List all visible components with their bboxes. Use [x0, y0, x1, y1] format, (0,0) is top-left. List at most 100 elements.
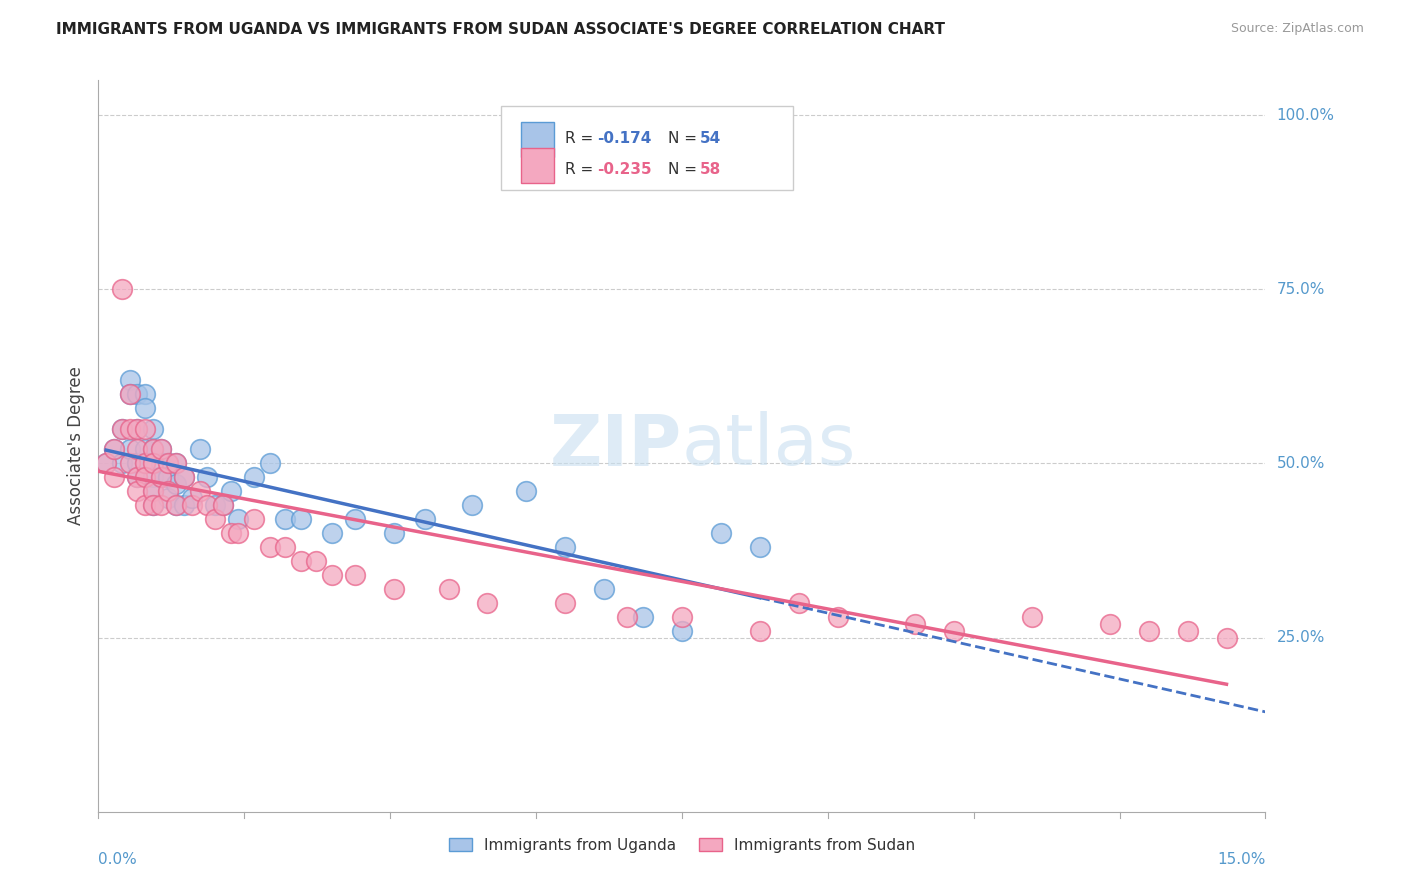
- Point: [165, 457, 187, 471]
- Y-axis label: Associate's Degree: Associate's Degree: [66, 367, 84, 525]
- Point: [157, 484, 180, 499]
- Point: [173, 470, 195, 484]
- Point: [671, 624, 693, 638]
- Point: [149, 442, 172, 457]
- Point: [290, 512, 312, 526]
- Text: 75.0%: 75.0%: [1277, 282, 1324, 297]
- Point: [127, 421, 149, 435]
- Point: [1021, 609, 1043, 624]
- Point: [134, 401, 156, 415]
- Point: [142, 498, 165, 512]
- Point: [827, 609, 849, 624]
- Point: [515, 484, 537, 499]
- Point: [274, 540, 297, 554]
- Point: [142, 442, 165, 457]
- Point: [943, 624, 966, 638]
- Point: [228, 526, 250, 541]
- Text: -0.174: -0.174: [596, 131, 651, 146]
- Point: [212, 498, 235, 512]
- Point: [259, 457, 281, 471]
- Point: [321, 567, 343, 582]
- Text: 15.0%: 15.0%: [1218, 852, 1265, 867]
- Point: [118, 373, 141, 387]
- Point: [118, 421, 141, 435]
- Point: [142, 498, 165, 512]
- Text: 58: 58: [699, 162, 721, 177]
- Point: [142, 484, 165, 499]
- Point: [142, 470, 165, 484]
- Point: [118, 386, 141, 401]
- Point: [142, 457, 165, 471]
- Point: [180, 498, 202, 512]
- Point: [103, 442, 125, 457]
- Point: [748, 624, 770, 638]
- Point: [616, 609, 638, 624]
- Point: [710, 526, 733, 541]
- Point: [134, 498, 156, 512]
- Point: [111, 421, 134, 435]
- Point: [382, 526, 405, 541]
- Point: [165, 498, 187, 512]
- Point: [142, 442, 165, 457]
- Text: R =: R =: [565, 162, 599, 177]
- Point: [134, 386, 156, 401]
- FancyBboxPatch shape: [520, 122, 554, 157]
- Point: [477, 596, 499, 610]
- Point: [134, 457, 156, 471]
- Point: [321, 526, 343, 541]
- Text: atlas: atlas: [682, 411, 856, 481]
- Point: [103, 442, 125, 457]
- Point: [118, 442, 141, 457]
- Text: N =: N =: [668, 162, 702, 177]
- Point: [1098, 616, 1121, 631]
- Point: [461, 498, 484, 512]
- Point: [748, 540, 770, 554]
- Point: [593, 582, 616, 596]
- Point: [305, 554, 328, 568]
- Point: [787, 596, 810, 610]
- Point: [188, 484, 211, 499]
- Point: [127, 386, 149, 401]
- Point: [1137, 624, 1160, 638]
- Point: [437, 582, 460, 596]
- Point: [173, 498, 195, 512]
- Point: [96, 457, 118, 471]
- Point: [554, 596, 576, 610]
- Point: [180, 491, 202, 506]
- Text: 50.0%: 50.0%: [1277, 456, 1324, 471]
- Point: [142, 484, 165, 499]
- Point: [149, 470, 172, 484]
- Point: [134, 470, 156, 484]
- Point: [127, 457, 149, 471]
- Point: [243, 512, 266, 526]
- Point: [111, 282, 134, 296]
- Point: [671, 609, 693, 624]
- Point: [127, 421, 149, 435]
- Point: [195, 470, 218, 484]
- Point: [96, 457, 118, 471]
- Point: [111, 457, 134, 471]
- Point: [118, 386, 141, 401]
- Point: [631, 609, 654, 624]
- Point: [149, 470, 172, 484]
- Text: Source: ZipAtlas.com: Source: ZipAtlas.com: [1230, 22, 1364, 36]
- Point: [212, 498, 235, 512]
- Point: [165, 498, 187, 512]
- Point: [904, 616, 927, 631]
- Point: [1177, 624, 1199, 638]
- Point: [157, 470, 180, 484]
- Text: N =: N =: [668, 131, 702, 146]
- Text: 0.0%: 0.0%: [98, 852, 138, 867]
- Point: [134, 442, 156, 457]
- Point: [118, 457, 141, 471]
- Point: [195, 498, 218, 512]
- Point: [204, 512, 226, 526]
- Point: [1215, 631, 1237, 645]
- Point: [127, 470, 149, 484]
- Point: [259, 540, 281, 554]
- Point: [204, 498, 226, 512]
- Point: [165, 457, 187, 471]
- Point: [274, 512, 297, 526]
- Text: IMMIGRANTS FROM UGANDA VS IMMIGRANTS FROM SUDAN ASSOCIATE'S DEGREE CORRELATION C: IMMIGRANTS FROM UGANDA VS IMMIGRANTS FRO…: [56, 22, 945, 37]
- Text: -0.235: -0.235: [596, 162, 651, 177]
